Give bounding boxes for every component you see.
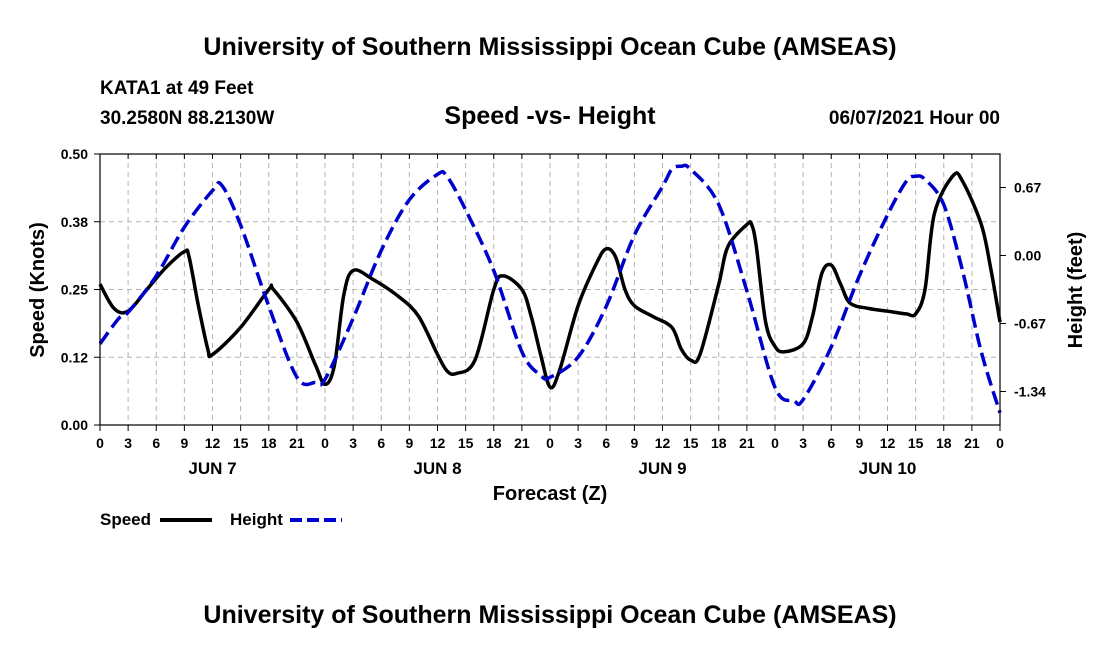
x-tick-label: 18	[711, 435, 727, 451]
y-right-tick-label: -1.34	[1014, 384, 1046, 400]
x-tick-label: 6	[602, 435, 610, 451]
plot-title: Speed -vs- Height	[444, 102, 656, 130]
y-left-tick-label: 0.38	[61, 214, 88, 230]
x-tick-label: 9	[405, 435, 413, 451]
day-label: JUN 9	[638, 459, 686, 478]
x-tick-label: 0	[321, 435, 329, 451]
series-speed-line	[98, 171, 1002, 390]
x-tick-label: 6	[377, 435, 385, 451]
legend-height-label: Height	[230, 510, 283, 529]
day-label: JUN 10	[859, 459, 917, 478]
y-left-tick-label: 0.12	[61, 349, 88, 365]
x-tick-label: 12	[880, 435, 896, 451]
x-tick-label: 9	[855, 435, 863, 451]
y-left-tick-label: 0.50	[61, 146, 88, 162]
x-tick-label: 21	[964, 435, 980, 451]
x-tick-label: 9	[630, 435, 638, 451]
x-tick-label: 0	[546, 435, 554, 451]
x-tick-label: 3	[574, 435, 582, 451]
y-right-tick-label: -0.67	[1014, 316, 1046, 332]
x-tick-label: 15	[908, 435, 924, 451]
series-height-line	[98, 163, 1002, 414]
x-tick-label: 3	[799, 435, 807, 451]
legend: Speed Height	[100, 510, 342, 529]
axes: 0 3 6 9 12 15 18 21 0 3 6 9 12 15 18 21 0 3 6 9 12 15 18 21 0 3 6 9…	[61, 146, 1046, 478]
y-axis-right-label: Height (feet)	[1065, 232, 1087, 349]
legend-speed-label: Speed	[100, 510, 151, 529]
coords-label: 30.2580N 88.2130W	[100, 108, 274, 129]
x-tick-label: 0	[96, 435, 104, 451]
x-tick-label: 9	[180, 435, 188, 451]
series-layer	[98, 163, 1002, 414]
x-tick-label: 12	[205, 435, 221, 451]
x-tick-label: 3	[124, 435, 132, 451]
x-tick-label: 18	[486, 435, 502, 451]
x-tick-label: 3	[349, 435, 357, 451]
y-left-tick-label: 0.00	[61, 417, 88, 433]
x-tick-label: 0	[771, 435, 779, 451]
x-tick-label: 6	[152, 435, 160, 451]
x-tick-label: 12	[430, 435, 446, 451]
x-tick-label: 18	[936, 435, 952, 451]
y-right-tick-label: 0.67	[1014, 179, 1041, 195]
x-tick-label: 12	[655, 435, 671, 451]
x-tick-label: 21	[514, 435, 530, 451]
bottom-title: University of Southern Mississippi Ocean…	[203, 601, 896, 629]
y-axis-left-label: Speed (Knots)	[27, 222, 49, 358]
x-tick-label: 15	[683, 435, 699, 451]
x-axis-label: Forecast (Z)	[493, 483, 607, 505]
x-tick-label: 6	[827, 435, 835, 451]
x-tick-label: 0	[996, 435, 1004, 451]
day-label: JUN 7	[188, 459, 236, 478]
x-tick-label: 21	[739, 435, 755, 451]
y-right-tick-label: 0.00	[1014, 247, 1041, 263]
day-label: JUN 8	[413, 459, 461, 478]
datetime-label: 06/07/2021 Hour 00	[829, 108, 1000, 129]
top-title: University of Southern Mississippi Ocean…	[203, 33, 896, 61]
station-label: KATA1 at 49 Feet	[100, 78, 254, 99]
x-tick-label: 15	[458, 435, 474, 451]
x-tick-label: 15	[233, 435, 249, 451]
y-left-tick-label: 0.25	[61, 282, 88, 298]
x-tick-label: 21	[289, 435, 305, 451]
x-tick-label: 18	[261, 435, 277, 451]
